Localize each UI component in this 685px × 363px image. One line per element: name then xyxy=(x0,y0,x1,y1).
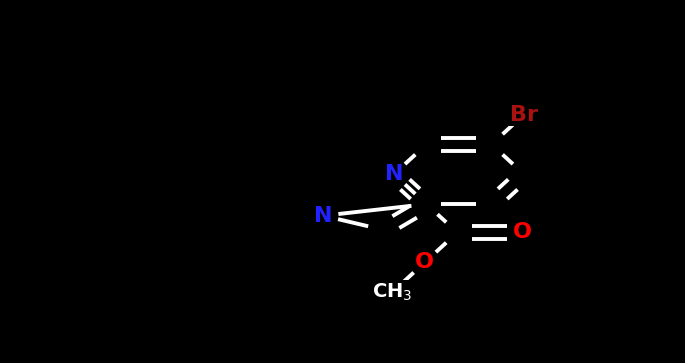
Text: O: O xyxy=(513,223,532,242)
Text: Br: Br xyxy=(510,105,538,125)
Text: N: N xyxy=(314,206,333,226)
Text: CH$_3$: CH$_3$ xyxy=(372,282,412,303)
Text: O: O xyxy=(415,252,434,272)
Text: N: N xyxy=(384,164,403,184)
